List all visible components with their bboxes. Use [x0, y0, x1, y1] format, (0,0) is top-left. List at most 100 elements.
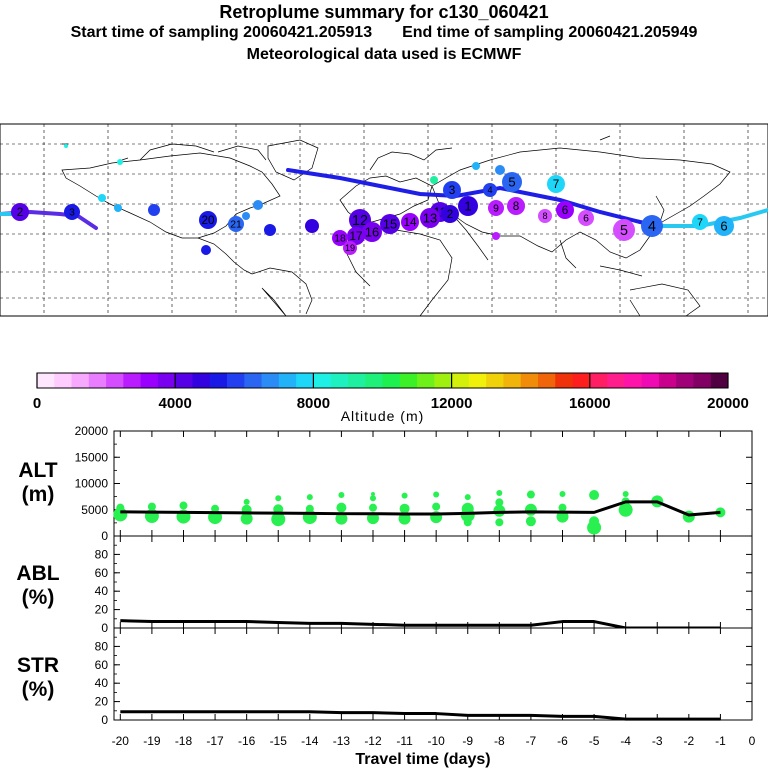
colorbar-swatch [261, 373, 280, 388]
colorbar-swatch [555, 373, 574, 388]
alt-scatter-point [211, 504, 220, 513]
track-line-main [286, 168, 662, 228]
start-time: Start time of sampling 20060421.205913 [70, 24, 373, 41]
y-tick-label: 5000 [81, 503, 108, 517]
alt-scatter-point [116, 503, 125, 512]
x-tick-label: -6 [557, 734, 568, 748]
x-tick-label: -1 [715, 734, 726, 748]
colorbar-swatch [88, 373, 107, 388]
trajectory-marker-label: 17 [349, 230, 362, 243]
colorbar-swatch [607, 373, 625, 388]
trajectory-marker [556, 201, 574, 219]
alt-scatter-point [559, 491, 566, 497]
alt-scatter-point [432, 502, 441, 511]
trajectory-marker-label: 4 [648, 219, 656, 235]
x-tick-label: -19 [143, 734, 161, 748]
colorbar-tick-label: 20000 [707, 395, 749, 412]
y-tick-label: 60 [95, 658, 109, 672]
x-tick-label: -14 [301, 734, 319, 748]
colorbar-swatch [486, 373, 504, 388]
trajectory-marker-label: 3 [69, 208, 75, 219]
x-tick-label: -5 [589, 734, 600, 748]
colorbar-swatch [503, 373, 522, 388]
colorbar-swatch [347, 373, 366, 388]
alt-scatter-point [589, 516, 600, 527]
trajectory-marker-label: 6 [583, 214, 589, 225]
trajectory-marker-small [495, 165, 505, 175]
colorbar-swatch [330, 373, 349, 388]
trajectory-marker-small [242, 212, 250, 220]
colorbar-swatch [278, 373, 297, 388]
colorbar-swatch [227, 373, 245, 388]
trajectory-marker [199, 211, 217, 229]
trajectory-marker-label: 4 [487, 185, 492, 195]
x-tick-label: -16 [238, 734, 256, 748]
y-tick-label: 0 [101, 621, 108, 635]
alt-scatter-point [338, 492, 345, 499]
x-tick-label: -7 [526, 734, 537, 748]
colorbar-swatch [244, 373, 263, 388]
trajectory-marker-label: 1 [464, 199, 471, 214]
x-tick-label: -4 [620, 734, 631, 748]
colorbar-swatch [157, 373, 176, 388]
trajectory-marker-label: 12 [352, 213, 368, 229]
sampling-times: Start time of sampling 20060421.205913 En… [0, 24, 768, 42]
trajectory-marker [547, 175, 565, 193]
alt-scatter-point [524, 503, 537, 516]
trajectory-marker-label: 3 [449, 184, 456, 197]
alt-scatter-point [306, 494, 313, 501]
alt-scatter-point [275, 495, 282, 502]
alt-scatter-point [464, 494, 471, 501]
alt-scatter-point [368, 503, 377, 512]
trajectory-marker-label: 5 [620, 223, 628, 239]
trajectory-marker-label: 13 [423, 211, 437, 226]
alt-scatter-point [335, 512, 348, 525]
colorbar-tick-label: 16000 [569, 395, 611, 412]
x-tick-label: -20 [112, 734, 130, 748]
trajectory-marker-small [472, 162, 480, 170]
x-tick-label: 0 [749, 734, 756, 748]
trajectory-marker [443, 181, 461, 199]
trajectory-marker-label: 2 [17, 206, 24, 219]
colorbar-swatch [192, 373, 211, 388]
panel-ylabel-alt: (m) [22, 483, 55, 506]
trajectory-marker [64, 204, 80, 220]
y-tick-label: 20 [95, 695, 109, 709]
alt-scatter-point [147, 502, 156, 511]
colorbar-swatch [209, 373, 228, 388]
trajectory-marker [502, 172, 522, 192]
y-tick-label: 80 [95, 547, 109, 561]
y-tick-label: 0 [101, 713, 108, 727]
x-tick-label: -11 [396, 734, 413, 748]
trajectory-marker-label: 14 [403, 216, 417, 229]
colorbar-swatch [399, 373, 418, 388]
trajectory-marker-label: 8 [513, 200, 520, 213]
trajectory-marker-label: 20 [201, 214, 215, 227]
colorbar-swatch [37, 373, 55, 388]
x-tick-label: -10 [427, 734, 445, 748]
y-tick-label: 20000 [75, 424, 109, 438]
colorbar-swatch [71, 373, 90, 388]
alt-scatter-point [243, 498, 250, 505]
colorbar-swatch [693, 373, 712, 388]
trajectory-marker [347, 227, 365, 245]
colorbar-swatch [520, 373, 539, 388]
trajectory-marker-label: 7 [697, 218, 703, 229]
trajectory-marker-small [117, 159, 123, 165]
y-tick-label: 15000 [75, 450, 109, 464]
trajectory-marker [641, 215, 663, 237]
trajectory-marker-label: 16 [365, 225, 379, 240]
trajectory-marker-small [305, 219, 319, 233]
panel-ylabel-alt: ALT [18, 459, 57, 482]
x-tick-label: -3 [652, 734, 663, 748]
trajectory-marker [401, 213, 419, 231]
y-tick-label: 20 [95, 603, 109, 617]
trajectory-marker-label: 9 [493, 204, 499, 215]
colorbar-tick-label: 12000 [431, 395, 473, 412]
alt-scatter-point [336, 502, 347, 513]
colorbar-swatch [624, 373, 643, 388]
alt-scatter-point [370, 492, 375, 496]
alt-scatter-point [495, 498, 504, 507]
